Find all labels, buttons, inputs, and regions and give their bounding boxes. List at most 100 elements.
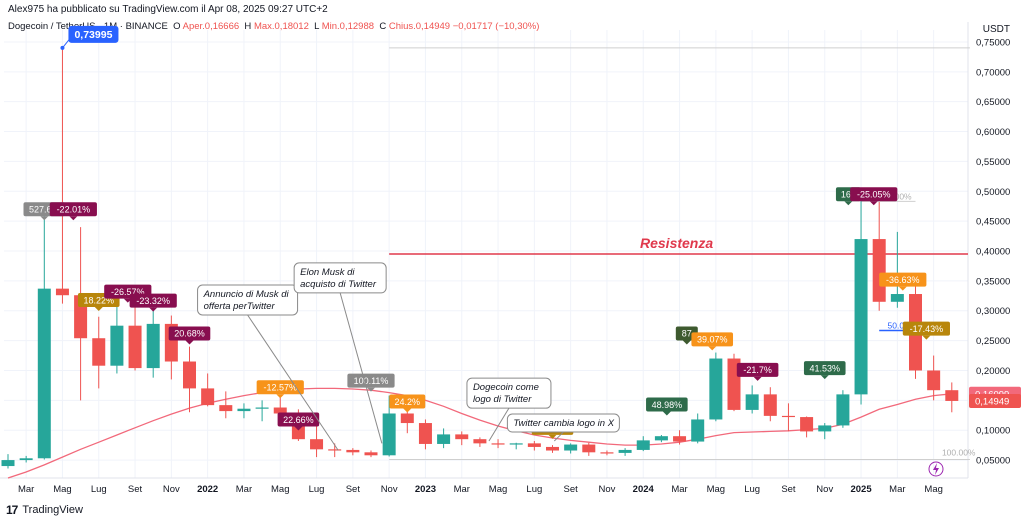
candle: [654, 434, 668, 443]
candle: [183, 346, 196, 413]
annotation-text: Twitter cambia logo in X: [513, 418, 614, 429]
x-tick-label: Mar: [236, 484, 252, 495]
candle: [546, 445, 559, 453]
percent-label: 100.11%: [347, 373, 395, 392]
annotation-box: [506, 413, 620, 433]
candle: [800, 416, 814, 438]
candle: [346, 448, 360, 456]
percent-label-text: -12.57%: [263, 383, 297, 393]
y-tick-label: 0,50000: [976, 187, 1010, 198]
candle: [763, 387, 777, 422]
candle-body: [400, 413, 414, 424]
candle: [19, 455, 33, 463]
percent-label-text: -25.05%: [857, 190, 891, 200]
candle: [237, 403, 251, 419]
candle-body: [872, 239, 886, 302]
tradingview-logo-icon: 17: [6, 503, 18, 517]
candle-body: [836, 394, 850, 426]
percent-label-box: [389, 394, 426, 409]
x-tick-label: Set: [346, 484, 361, 495]
percent-label-pointer: [69, 216, 78, 221]
candle: [582, 442, 596, 456]
percent-label-box: [691, 332, 734, 347]
lightning-icon-bolt: [933, 463, 939, 475]
level-label: 100.00%: [942, 447, 976, 457]
x-tick-label: Lug: [91, 484, 107, 495]
peak-label-text: 0,73995: [74, 29, 112, 41]
percent-label-text: 20.68%: [174, 329, 205, 339]
percent-label-pointer: [708, 346, 717, 351]
candle: [382, 395, 396, 457]
percent-label: -25.05%: [850, 187, 898, 206]
percent-label-text: 100.11%: [354, 376, 389, 386]
percent-label-text: -22.01%: [57, 205, 91, 215]
percent-label: 41.53%: [803, 361, 846, 380]
percent-label-pointer: [276, 394, 285, 399]
candle-body: [600, 452, 614, 454]
candle: [527, 440, 541, 451]
candle-body: [927, 370, 941, 391]
candle: [164, 315, 178, 380]
x-tick-label: Mar: [889, 484, 905, 495]
tradingview-brand-name: TradingView: [22, 504, 83, 516]
candle: [37, 203, 51, 460]
candle: [872, 202, 886, 311]
last-price-tag-text: 0,14949: [975, 396, 1009, 407]
y-tick-label: 0,60000: [976, 127, 1010, 138]
candle: [927, 355, 941, 401]
percent-label-text: 18.22%: [83, 295, 114, 305]
candle-body: [618, 449, 632, 453]
percent-label: -22.01%: [49, 202, 97, 221]
candle-body: [709, 358, 723, 420]
percent-label-text: 160: [841, 190, 856, 200]
x-tick-label: Set: [564, 484, 579, 495]
peak-label-box: [68, 25, 119, 43]
candle: [55, 47, 69, 304]
y-tick-label: 0,65000: [976, 97, 1010, 108]
annotation-text: Dogecoin come: [473, 382, 539, 393]
percent-label-box: [646, 397, 688, 412]
candle: [564, 443, 578, 454]
candle-body: [1, 460, 15, 467]
percent-label-text: -23.32%: [136, 296, 170, 306]
x-tick-label: Nov: [381, 484, 398, 495]
y-tick-label: 0,10000: [976, 426, 1010, 437]
percent-label-pointer: [40, 216, 49, 221]
x-tick-label: Mag: [707, 484, 725, 495]
percent-label-text: 22.66%: [283, 415, 314, 425]
percent-label-pointer: [922, 335, 931, 340]
percent-label-text: -26.57%: [111, 287, 145, 297]
candle-body: [328, 449, 342, 451]
candle: [473, 437, 487, 447]
percent-label: -36.63%: [879, 272, 927, 291]
publisher-text: Alex975 ha pubblicato su TradingView.com…: [8, 4, 328, 15]
percent-label: 20.68%: [168, 326, 211, 345]
percent-label-pointer: [682, 340, 691, 345]
x-tick-label: Mar: [454, 484, 470, 495]
candle-body: [546, 446, 559, 451]
candle-body: [763, 394, 777, 416]
candle-body: [673, 436, 687, 442]
percent-label: 39.07%: [691, 332, 734, 351]
x-tick-label: Mag: [489, 484, 507, 495]
percent-label-box: [347, 373, 395, 388]
candle-body: [346, 449, 360, 453]
y-tick-label: 0,30000: [976, 306, 1010, 317]
high-value: Max.0,18012: [253, 21, 309, 32]
candle-body: [781, 415, 795, 418]
percent-label-box: [850, 187, 898, 202]
moving-average-line: [7, 387, 952, 479]
annotation-callout: Twitter cambia logo in X: [506, 413, 620, 442]
candle: [618, 448, 632, 456]
candle-body: [128, 325, 142, 369]
annotation-text: Elon Musk di: [300, 267, 355, 278]
level-label: 50.00%: [888, 320, 917, 330]
candle: [727, 353, 741, 412]
candle-body: [364, 452, 378, 456]
percent-label-pointer: [548, 434, 557, 439]
x-tick-label: Set: [128, 484, 143, 495]
x-tick-label: Mag: [53, 484, 71, 495]
x-tick-label: Set: [781, 484, 796, 495]
candle-body: [146, 323, 160, 369]
